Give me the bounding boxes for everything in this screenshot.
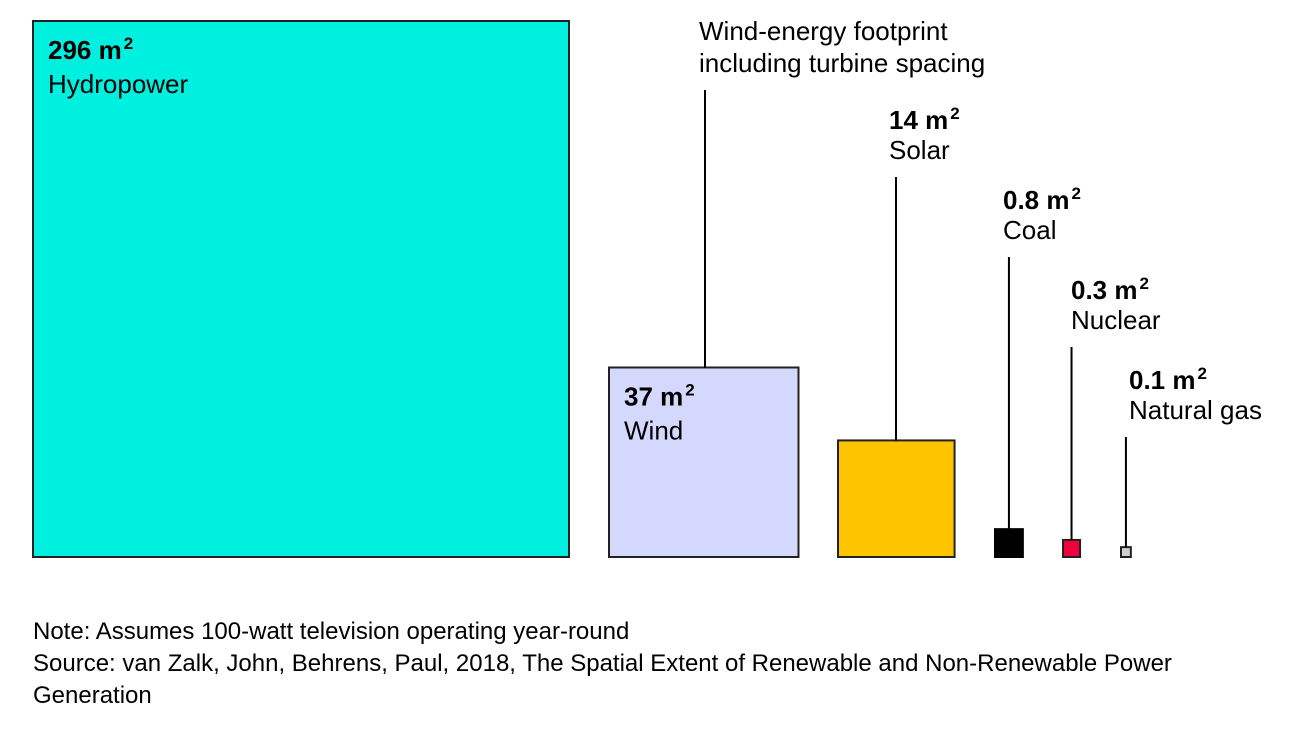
unit-exponent: 2 [1140,274,1149,293]
category-label-solar: Solar [889,135,950,165]
unit-exponent: 2 [685,380,694,399]
unit-exponent: 2 [1072,184,1081,203]
value-label-text: 0.3 m [1071,275,1138,305]
chart-footer: Note: Assumes 100-watt television operat… [33,616,1263,712]
chart-leader-lines [704,90,1127,548]
annotation-line-1: Wind-energy footprint [699,16,948,46]
unit-exponent: 2 [950,104,959,123]
footer-source: Source: van Zalk, John, Behrens, Paul, 2… [33,650,1172,709]
value-label-text: 296 m [48,35,122,65]
category-label-wind: Wind [624,415,683,445]
category-label-coal: Coal [1003,215,1056,245]
footer-note: Note: Assumes 100-watt television operat… [33,618,630,645]
value-label-text: 0.8 m [1003,185,1070,215]
square-hydropower [32,20,570,558]
value-label-text: 37 m [624,381,683,411]
unit-exponent: 2 [124,34,133,53]
category-label-hydropower: Hydropower [48,69,189,99]
annotation-line-2: including turbine spacing [699,48,985,78]
chart-marks [32,20,1132,559]
value-label-text: 14 m [889,105,948,135]
square-coal [994,528,1024,559]
square-natural-gas [1120,546,1132,559]
value-label-text: 0.1 m [1129,365,1196,395]
category-label-natural-gas: Natural gas [1129,395,1262,425]
category-label-nuclear: Nuclear [1071,305,1161,335]
square-nuclear [1062,538,1082,558]
square-wind [608,366,800,559]
square-solar [837,439,956,558]
unit-exponent: 2 [1198,364,1207,383]
